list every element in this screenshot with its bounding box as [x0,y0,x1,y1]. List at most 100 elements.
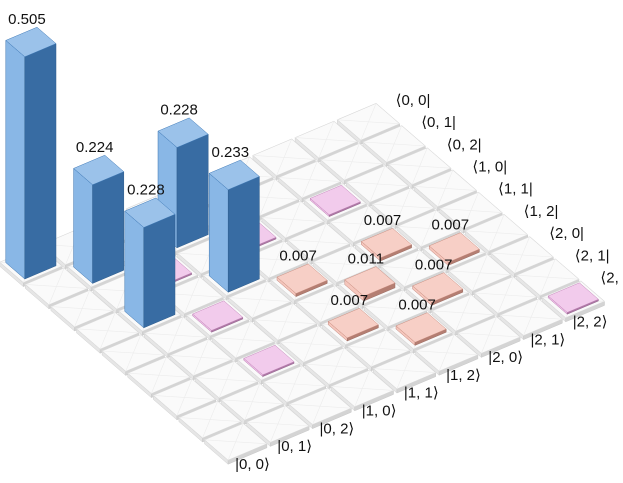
floor-texture [167,316,184,354]
cell [405,271,470,314]
bra-label: ⟨1, 2| [524,203,559,220]
floor-texture [48,267,65,305]
bar [360,228,413,262]
cell [414,334,479,376]
bar-top [412,272,464,303]
bar [5,26,57,280]
bar [547,282,599,315]
cell [389,311,453,354]
bar [243,344,295,378]
value-label: 0.228 [127,182,165,199]
bra-label: ⟨1, 1| [498,181,533,198]
bar [192,300,244,333]
cell [347,329,411,372]
bra-label: ⟨1, 0| [472,158,507,175]
floor-texture [318,121,335,159]
bra-label: ⟨2, 0| [549,225,584,242]
ket-label: |1, 0⟩ [362,402,397,419]
cell [50,289,114,332]
cell [0,26,63,288]
bar [208,159,260,293]
bar [428,232,480,266]
floor-texture [303,325,319,363]
bar-face-left [5,39,26,280]
floor-texture [310,223,327,261]
cell [118,197,182,336]
floor-texture [176,378,193,416]
ket-label: |1, 1⟩ [404,385,439,402]
bar [395,312,447,346]
cell [228,280,292,323]
bar-top [192,300,244,331]
floor-texture [523,298,539,336]
cell [464,214,529,256]
value-label: 0.228 [160,102,198,119]
ket-label: |0, 2⟩ [320,420,355,437]
cell [203,423,268,465]
floor-texture [455,294,472,332]
bar [327,308,379,342]
value-label: 0.011 [348,250,384,267]
bra-label: ⟨0, 1| [421,114,456,131]
floor-texture [312,387,328,425]
bar-top [243,344,295,376]
floor-texture [301,161,318,199]
bar [309,184,361,218]
floor-texture [497,276,514,314]
value-label: 0.007 [415,256,453,273]
bar-top [547,282,599,313]
ket-label: |0, 1⟩ [277,438,312,455]
value-label: 0.007 [398,296,436,313]
floor-texture [193,338,209,376]
cell [246,405,310,447]
value-label: 0.224 [76,139,114,156]
value-label: 0.233 [212,144,250,161]
floor-texture [286,365,303,403]
floor-texture [353,205,369,243]
floor-texture [328,347,345,385]
cell [457,316,521,358]
floor-texture [99,312,116,350]
floor-texture [463,192,479,230]
floor-texture [386,125,402,163]
bar-top [395,312,447,343]
floor-texture [539,258,556,296]
floor-texture [270,405,286,443]
bar-top [327,308,379,339]
bar-top [276,263,328,294]
floor-texture [319,285,336,323]
bar [124,197,176,329]
cell [330,369,395,412]
ket-label: |2, 1⟩ [531,331,566,348]
floor-texture [151,356,167,394]
bar-face-right [92,171,125,284]
value-label: 0.505 [8,11,46,28]
value-label: 0.007 [364,212,402,229]
floor-texture [276,138,292,176]
value-label: 0.007 [331,292,369,309]
cell [220,383,285,425]
bar-face-left [73,167,93,284]
floor-texture [268,241,285,279]
bar [276,263,328,298]
floor-texture [514,236,530,274]
bar-top [124,197,176,228]
floor-texture [354,369,371,407]
cell [169,338,233,381]
ket-label: |2, 0⟩ [488,349,523,366]
floor-texture [218,361,235,399]
floor-texture [235,321,252,359]
ket-label: |2, 2⟩ [573,313,608,330]
cell [66,154,131,292]
floor-texture [437,169,454,207]
floor-texture [202,401,218,439]
bar [157,117,209,249]
cell [541,280,606,323]
floor-texture [344,143,360,181]
floor-texture [74,290,90,328]
ket-label: |1, 2⟩ [446,367,481,384]
bar [412,272,464,306]
floor-texture [184,276,200,314]
bar-top [73,154,125,186]
